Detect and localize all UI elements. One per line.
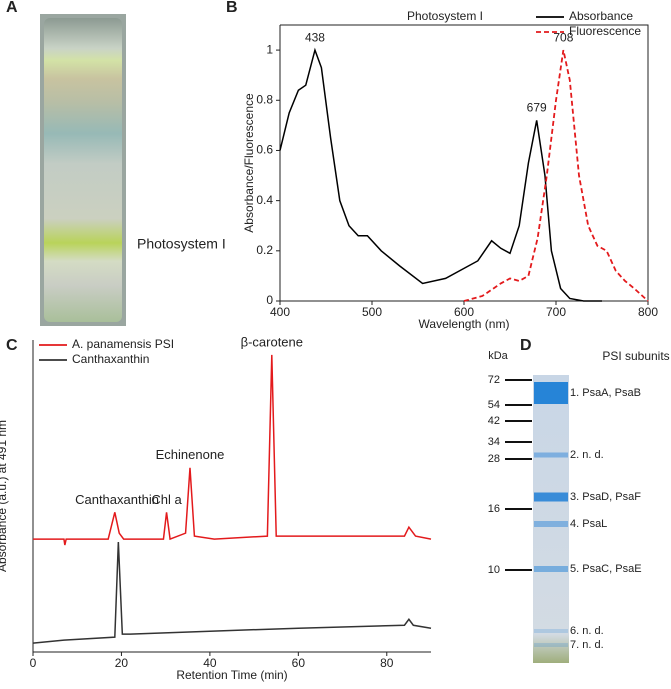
legend-label: Fluorescence: [569, 24, 641, 38]
x-tick-label: 0: [30, 656, 37, 670]
band-label: 1. PsaA, PsaB: [570, 387, 641, 399]
annotation: β-carotene: [241, 334, 303, 349]
gel-band: [534, 566, 568, 572]
marker-label: 16: [488, 503, 500, 515]
chart-title: Photosystem I: [407, 9, 483, 23]
annotation: 438: [305, 30, 325, 44]
legend-label: Absorbance: [569, 9, 633, 23]
photo-label: Photosystem I: [137, 236, 226, 252]
tube: [44, 18, 122, 322]
gel-title: PSI subunits: [602, 349, 669, 363]
series-line: [32, 542, 432, 644]
y-tick-label: 0.6: [256, 143, 273, 157]
x-tick-label: 80: [380, 656, 394, 670]
annotation: Echinenone: [156, 447, 225, 462]
gel-marker-title: kDa: [488, 350, 508, 362]
gel-band: [534, 452, 568, 458]
band-label: 5. PsaC, PsaE: [570, 563, 642, 575]
gel-band: [534, 521, 568, 527]
x-tick-label: 700: [546, 305, 566, 319]
annotation: Chl a: [151, 492, 182, 507]
gel-lane: [533, 375, 569, 663]
y-tick-label: 0.8: [256, 92, 273, 106]
marker-label: 72: [488, 374, 500, 386]
gel-band: [534, 629, 568, 633]
band-label: 6. n. d.: [570, 625, 604, 637]
series-line: [33, 354, 432, 546]
x-tick-label: 500: [362, 305, 382, 319]
annotation: 679: [527, 101, 547, 115]
annotation: 708: [553, 30, 573, 44]
marker-label: 42: [488, 415, 500, 427]
legend-label: Canthaxanthin: [72, 352, 149, 366]
band-label: 3. PsaD, PsaF: [570, 491, 641, 503]
panel-label: C: [6, 337, 18, 354]
x-tick-label: 40: [203, 656, 217, 670]
x-tick-label: 60: [292, 656, 306, 670]
gel-band: [534, 492, 568, 502]
y-tick-label: 0: [266, 293, 273, 307]
x-axis-label: Retention Time (min): [176, 668, 287, 682]
annotation: Canthaxanthin: [75, 492, 159, 507]
band-label: 4. PsaL: [570, 518, 607, 530]
gel-band: [534, 643, 568, 647]
panel-label: D: [520, 337, 532, 354]
panel-label: B: [226, 0, 238, 16]
series-line: [463, 49, 649, 302]
x-axis-label: Wavelength (nm): [419, 317, 510, 331]
x-tick-label: 800: [638, 305, 658, 319]
y-tick-label: 0.4: [256, 193, 273, 207]
marker-label: 54: [488, 399, 500, 411]
legend-label: A. panamensis PSI: [72, 337, 174, 351]
axes: [279, 24, 649, 302]
x-tick-label: 20: [115, 656, 129, 670]
marker-label: 10: [488, 564, 500, 576]
panel-label: A: [6, 0, 18, 16]
y-tick-label: 0.2: [256, 243, 273, 257]
series-line: [279, 47, 602, 302]
y-axis-label: Absorbance (a.u.) at 491 nm: [0, 420, 9, 572]
band-label: 2. n. d.: [570, 449, 604, 461]
gel-band: [534, 382, 568, 404]
y-axis-label: Absorbance/Fluorescence: [242, 93, 256, 233]
band-label: 7. n. d.: [570, 639, 604, 651]
marker-label: 28: [488, 453, 500, 465]
marker-label: 34: [488, 436, 500, 448]
x-tick-label: 600: [454, 305, 474, 319]
y-tick-label: 1: [266, 42, 273, 56]
x-tick-label: 400: [270, 305, 290, 319]
